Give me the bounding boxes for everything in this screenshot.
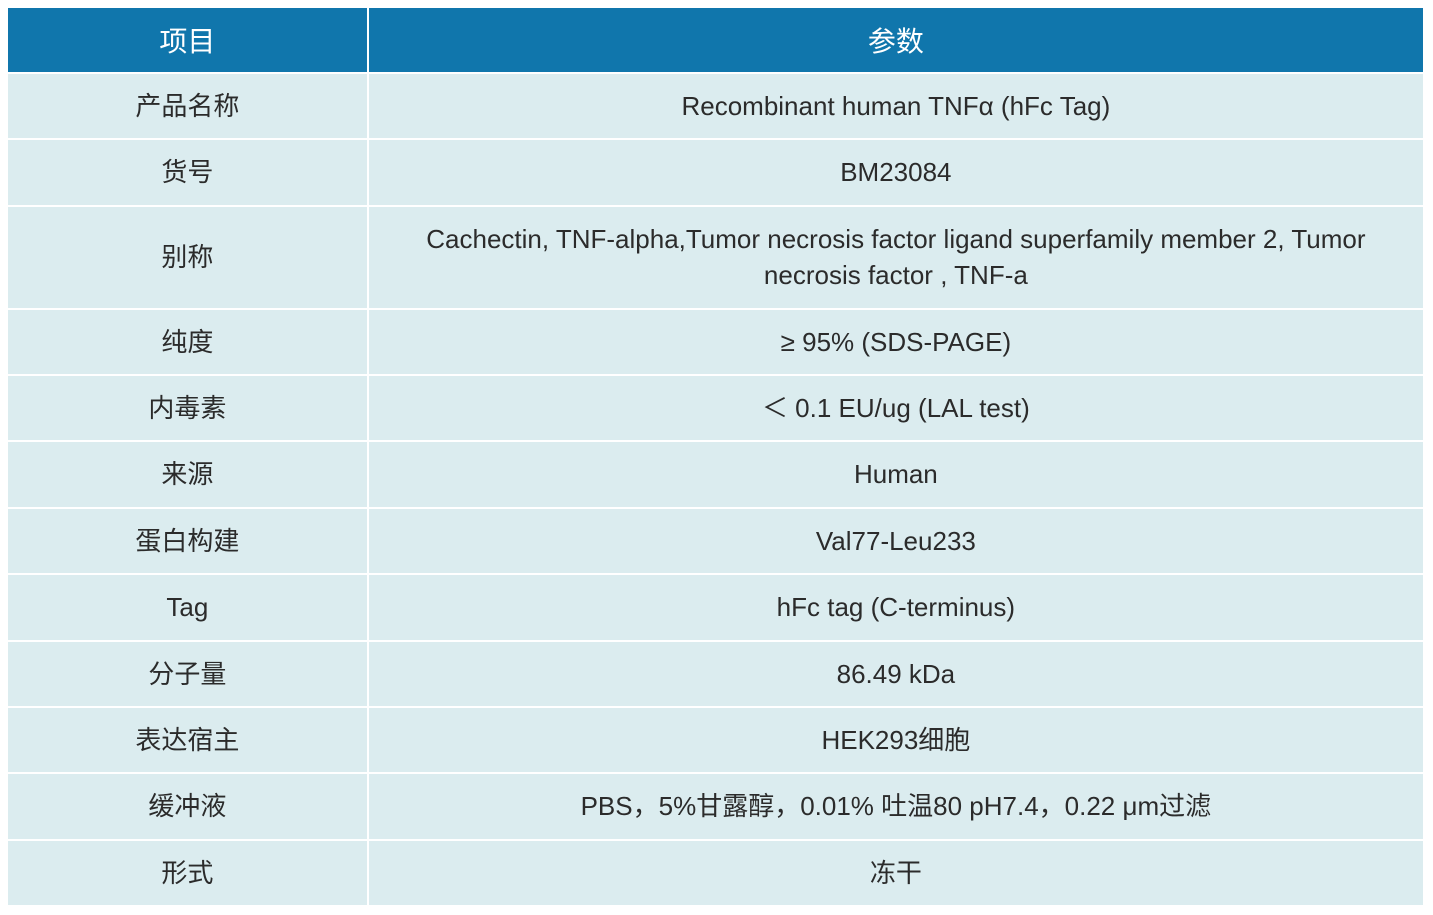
table-row: Tag hFc tag (C-terminus): [8, 574, 1424, 640]
row-label: 内毒素: [8, 375, 368, 441]
row-value: ＜ 0.1 EU/ug (LAL test): [368, 375, 1424, 441]
row-value: HEK293细胞: [368, 707, 1424, 773]
table-row: 货号 BM23084: [8, 139, 1424, 205]
row-label: 蛋白构建: [8, 508, 368, 574]
row-label: 表达宿主: [8, 707, 368, 773]
table-row: 别称 Cachectin, TNF-alpha,Tumor necrosis f…: [8, 206, 1424, 309]
row-value: Val77-Leu233: [368, 508, 1424, 574]
row-label: Tag: [8, 574, 368, 640]
row-label: 形式: [8, 840, 368, 906]
row-value: Cachectin, TNF-alpha,Tumor necrosis fact…: [368, 206, 1424, 309]
table-row: 分子量 86.49 kDa: [8, 641, 1424, 707]
table-row: 缓冲液 PBS，5%甘露醇，0.01% 吐温80 pH7.4，0.22 μm过滤: [8, 773, 1424, 839]
table-row: 产品名称 Recombinant human TNFα (hFc Tag): [8, 73, 1424, 139]
row-label: 来源: [8, 441, 368, 507]
header-item-value: 参数: [368, 8, 1424, 73]
row-label: 纯度: [8, 309, 368, 375]
table-row: 形式 冻干: [8, 840, 1424, 906]
row-value: ≥ 95% (SDS-PAGE): [368, 309, 1424, 375]
table-row: 来源 Human: [8, 441, 1424, 507]
table-row: 内毒素 ＜ 0.1 EU/ug (LAL test): [8, 375, 1424, 441]
row-label: 分子量: [8, 641, 368, 707]
row-label: 产品名称: [8, 73, 368, 139]
row-value: hFc tag (C-terminus): [368, 574, 1424, 640]
table-row: 纯度 ≥ 95% (SDS-PAGE): [8, 309, 1424, 375]
header-item-label: 项目: [8, 8, 368, 73]
row-value: BM23084: [368, 139, 1424, 205]
row-label: 别称: [8, 206, 368, 309]
row-value: PBS，5%甘露醇，0.01% 吐温80 pH7.4，0.22 μm过滤: [368, 773, 1424, 839]
row-value: 冻干: [368, 840, 1424, 906]
table-row: 蛋白构建 Val77-Leu233: [8, 508, 1424, 574]
row-value: Recombinant human TNFα (hFc Tag): [368, 73, 1424, 139]
row-value: Human: [368, 441, 1424, 507]
row-value: 86.49 kDa: [368, 641, 1424, 707]
row-label: 货号: [8, 139, 368, 205]
table-row: 表达宿主 HEK293细胞: [8, 707, 1424, 773]
table-header-row: 项目 参数: [8, 8, 1424, 73]
product-spec-table: 项目 参数 产品名称 Recombinant human TNFα (hFc T…: [8, 8, 1425, 907]
row-label: 缓冲液: [8, 773, 368, 839]
